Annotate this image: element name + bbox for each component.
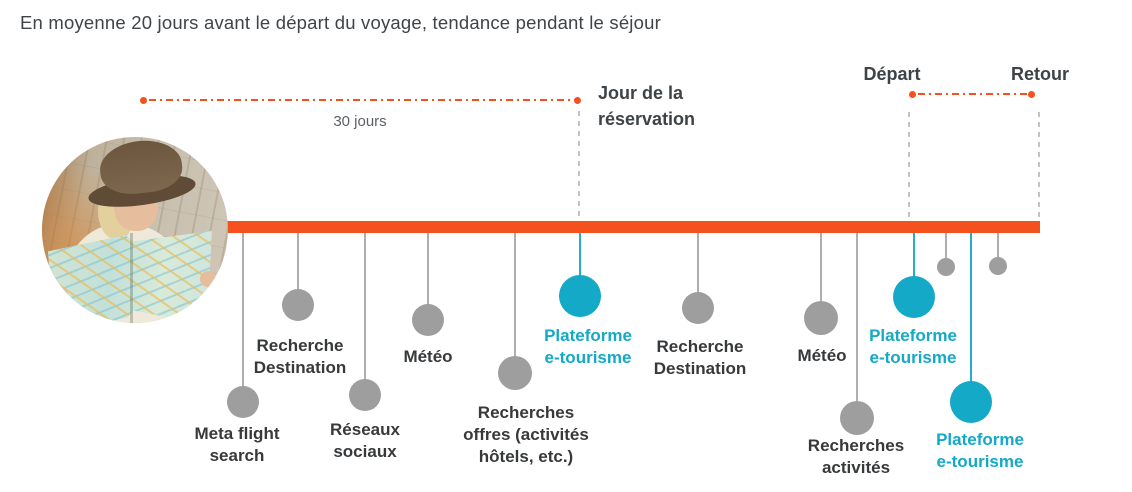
photo-hand-left bbox=[50, 287, 68, 303]
node-label: Recherches offres (activités hôtels, etc.) bbox=[463, 403, 589, 466]
photo-map-fold bbox=[130, 233, 133, 323]
return-guide-line bbox=[1038, 112, 1040, 221]
connector-line bbox=[945, 233, 947, 260]
booking-day-label: Jour de la réservation bbox=[598, 80, 695, 132]
minor-node-circle bbox=[937, 258, 955, 276]
activity-node-circle bbox=[804, 301, 838, 335]
node-label: Réseaux sociaux bbox=[330, 420, 400, 461]
node-label: Recherches activités bbox=[807, 436, 905, 477]
departure-guide-line bbox=[908, 112, 910, 221]
span-30-days-end-dot bbox=[574, 97, 581, 104]
platform-node-circle bbox=[893, 276, 935, 318]
node-label: Plateforme e-tourisme bbox=[869, 326, 957, 367]
booking-day-label-line1: Jour de la bbox=[598, 83, 684, 103]
photo-map bbox=[48, 231, 212, 323]
traveler-photo bbox=[42, 137, 228, 323]
connector-line bbox=[913, 233, 915, 278]
departure-label: Départ bbox=[863, 64, 921, 84]
activity-node-circle bbox=[412, 304, 444, 336]
node-label: Recherche Destination bbox=[253, 336, 347, 377]
activity-node-circle bbox=[682, 292, 714, 324]
node-label: Plateforme e-tourisme bbox=[936, 430, 1024, 471]
connector-line bbox=[514, 233, 516, 358]
connector-line bbox=[820, 233, 822, 303]
booking-day-guide-line bbox=[578, 111, 580, 221]
connector-line bbox=[364, 233, 366, 381]
span-30-days-line bbox=[143, 99, 577, 101]
minor-node-circle bbox=[989, 257, 1007, 275]
span-30-days-label: 30 jours bbox=[333, 113, 387, 130]
return-label: Retour bbox=[1011, 64, 1069, 84]
activity-node-circle bbox=[227, 386, 259, 418]
activity-node-circle bbox=[282, 289, 314, 321]
node-label: Recherche Destination bbox=[653, 337, 747, 378]
connector-line bbox=[856, 233, 858, 403]
connector-line bbox=[970, 233, 972, 383]
connector-line bbox=[297, 233, 299, 291]
node-label: Meta flight search bbox=[194, 424, 280, 465]
node-label: Météo bbox=[797, 346, 847, 365]
activity-node-circle bbox=[840, 401, 874, 435]
connector-line bbox=[242, 233, 244, 388]
node-label: Météo bbox=[403, 347, 453, 366]
connector-line bbox=[997, 233, 999, 259]
timeline-bar bbox=[222, 221, 1040, 233]
photo-hand-right bbox=[200, 271, 216, 287]
platform-node-circle bbox=[559, 275, 601, 317]
activity-node-circle bbox=[349, 379, 381, 411]
booking-day-label-line2: réservation bbox=[598, 109, 696, 129]
connector-line bbox=[579, 233, 581, 277]
platform-node-circle bbox=[950, 381, 992, 423]
stay-span-line bbox=[912, 93, 1032, 95]
connector-line bbox=[697, 233, 699, 294]
activity-node-circle bbox=[498, 356, 532, 390]
connector-line bbox=[427, 233, 429, 306]
page-title: En moyenne 20 jours avant le départ du v… bbox=[20, 12, 661, 33]
node-label: Plateforme e-tourisme bbox=[544, 326, 632, 367]
